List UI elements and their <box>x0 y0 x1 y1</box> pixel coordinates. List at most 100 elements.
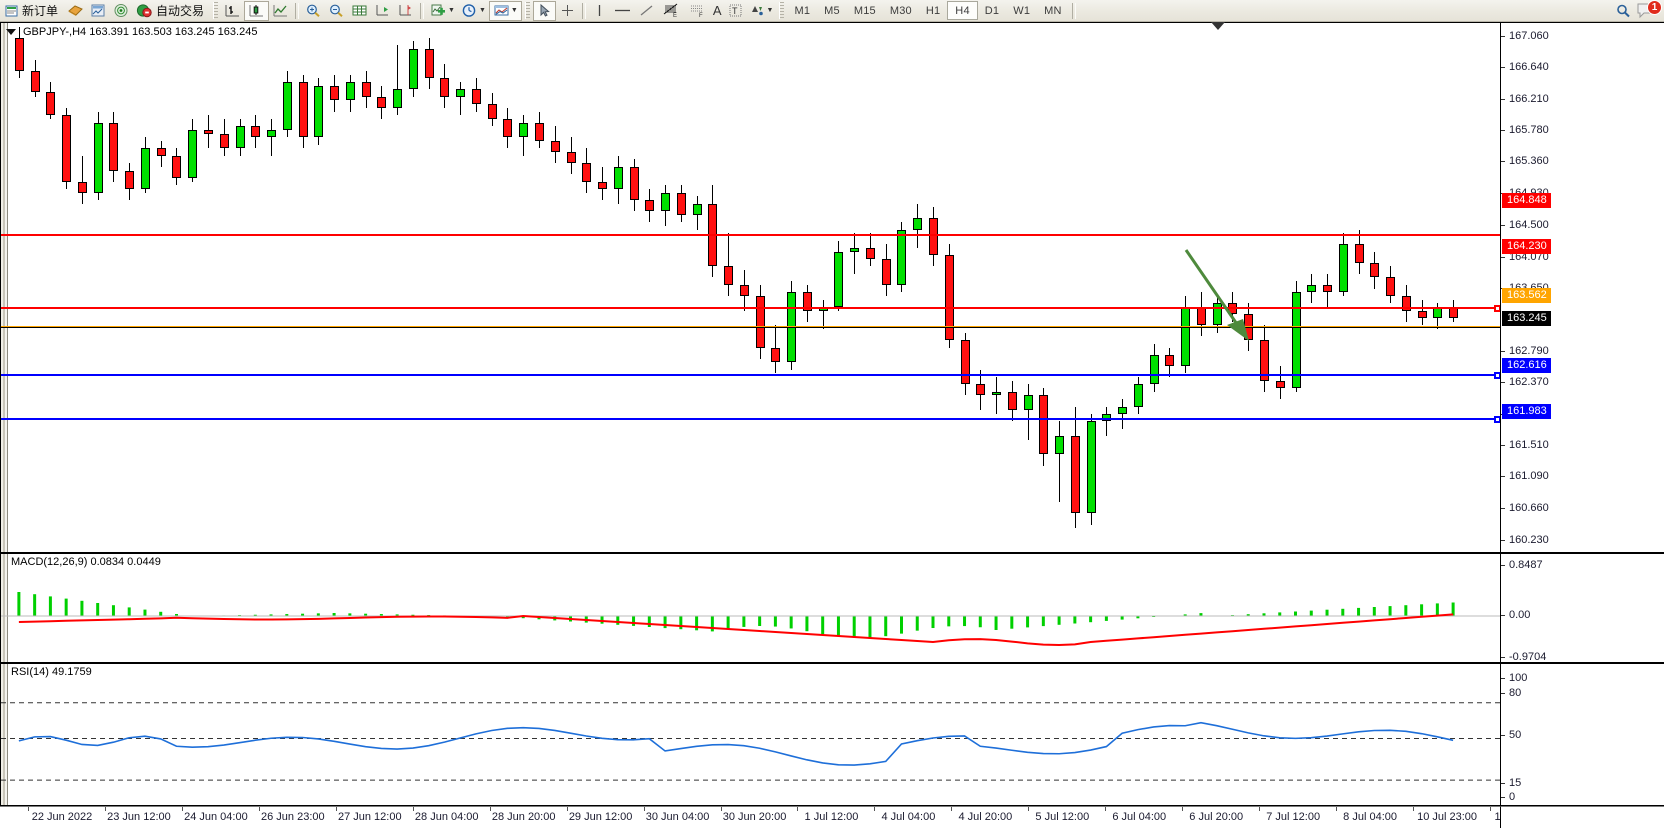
trendline-icon <box>640 5 653 16</box>
new-order-button[interactable]: 新订单 <box>2 1 64 21</box>
price-level-tag[interactable]: 163.562 <box>1502 287 1551 303</box>
timeframe-h1[interactable]: H1 <box>925 4 941 17</box>
price-pane[interactable]: GBPJPY-,H4 163.391 163.503 163.245 163.2… <box>0 22 1664 553</box>
candlestick-chart-button[interactable] <box>244 0 270 21</box>
fibonacci-fan-tool-button[interactable]: F <box>684 1 710 21</box>
timeframe-m5[interactable]: M5 <box>824 4 840 17</box>
chart-scroll-handle[interactable] <box>1 23 8 552</box>
add-indicator-button[interactable]: ▼ <box>427 1 458 21</box>
candle-body <box>46 91 55 116</box>
zoom-in-button[interactable] <box>302 1 325 21</box>
time-axis[interactable]: 22 Jun 2022 23 Jun 12:00 24 Jun 04:00 26 Ju… <box>0 806 1664 828</box>
zoom-out-button[interactable] <box>325 1 348 21</box>
toolbar-grip-2[interactable] <box>524 2 530 19</box>
navigator-button[interactable] <box>110 1 133 21</box>
chevron-down-icon-2[interactable]: ▼ <box>478 7 486 14</box>
time-label: 1 Jul 12:00 <box>804 811 859 823</box>
price-level-tag[interactable]: 164.230 <box>1502 238 1551 254</box>
timeframe-w1[interactable]: W1 <box>1013 4 1031 17</box>
time-label: 26 Jun 23:00 <box>261 811 325 823</box>
cursor-tool-button[interactable] <box>532 0 556 21</box>
time-label: 6 Jul 20:00 <box>1189 811 1244 823</box>
timeframe-m15[interactable]: M15 <box>853 4 876 17</box>
chart-shift-button[interactable] <box>394 1 417 21</box>
notifications-button[interactable]: 1 <box>1636 0 1662 21</box>
crosshair-icon <box>561 5 573 16</box>
macd-scroll-handle[interactable] <box>1 554 8 662</box>
timeframe-m30[interactable]: M30 <box>889 4 912 17</box>
time-tick <box>335 807 337 811</box>
current-price-tag[interactable]: 163.245 <box>1502 311 1551 327</box>
candle-wick <box>460 82 461 116</box>
shapes-icon <box>751 6 763 16</box>
grid-toggle-button[interactable] <box>348 1 371 21</box>
horizontal-line-tool-button[interactable] <box>610 1 635 21</box>
text-tool-button[interactable]: A <box>710 1 725 21</box>
auto-scroll-button[interactable] <box>371 1 394 21</box>
data-window-button[interactable] <box>87 1 110 21</box>
zoom-in-icon <box>307 4 320 17</box>
bar-chart-button[interactable] <box>221 1 244 21</box>
candle-body <box>1055 436 1064 455</box>
expert-advisor-button[interactable] <box>64 1 87 21</box>
arrows-tool-button[interactable]: ▼ <box>746 1 777 21</box>
candle-body <box>1024 395 1033 411</box>
chart-container[interactable]: GBPJPY-,H4 163.391 163.503 163.245 163.2… <box>0 22 1664 828</box>
toolbar-grip-3[interactable] <box>779 2 785 19</box>
chart-dropdown-icon[interactable] <box>6 29 16 35</box>
navigator-icon <box>114 4 128 17</box>
fibonacci-tool-button[interactable]: E <box>658 1 684 21</box>
price-level-tag[interactable]: 162.616 <box>1502 357 1551 373</box>
macd-label: MACD(12,26,9) 0.0834 0.0449 <box>11 556 161 568</box>
rsi-pane[interactable]: RSI(14) 49.1759 100 80 50 15 0 <box>0 663 1664 806</box>
text-label-tool-button[interactable]: T <box>725 1 746 21</box>
line-chart-button[interactable] <box>269 1 292 21</box>
time-label: 6 Jul 04:00 <box>1112 811 1167 823</box>
trendline-tool-button[interactable] <box>635 1 658 21</box>
timeframe-h4[interactable]: H4 <box>947 1 978 20</box>
toolbar-grip[interactable] <box>213 2 219 19</box>
period-clock-button[interactable]: ▼ <box>458 1 489 21</box>
chevron-down-icon[interactable]: ▼ <box>448 7 455 14</box>
candle-wick <box>1059 421 1060 503</box>
candle-body <box>961 340 970 385</box>
candle-body <box>1370 262 1379 278</box>
time-tick <box>643 807 645 811</box>
resistance-line-164848[interactable] <box>1 234 1501 236</box>
candle-wick <box>854 233 855 274</box>
timeframe-m1[interactable]: M1 <box>794 4 811 17</box>
vertical-line-tool-button[interactable] <box>589 1 610 21</box>
candle-body <box>929 218 938 256</box>
macd-pane[interactable]: MACD(12,26,9) 0.0834 0.0449 0.8487 0.00 … <box>0 553 1664 663</box>
chevron-down-icon-4[interactable]: ▼ <box>766 7 774 14</box>
text-box-icon: T <box>729 4 742 17</box>
time-tick <box>104 807 106 811</box>
price-axis[interactable]: 167.060166.640166.210165.780165.360164.9… <box>1500 23 1664 552</box>
search-button[interactable] <box>1612 1 1636 21</box>
candle-body <box>62 115 71 182</box>
price-level-tag[interactable]: 161.983 <box>1502 404 1551 420</box>
rsi-scroll-handle[interactable] <box>1 664 8 805</box>
time-label: 30 Jun 20:00 <box>722 811 787 823</box>
candle-wick <box>823 299 824 330</box>
timeframe-mn[interactable]: MN <box>1044 4 1062 17</box>
crosshair-tool-button[interactable] <box>556 1 579 21</box>
toolbar-separator <box>295 2 300 19</box>
candle-body <box>897 229 906 285</box>
time-label: 24 Jun 04:00 <box>184 811 248 823</box>
price-level-tag[interactable]: 164.848 <box>1502 193 1551 209</box>
candle-body <box>157 148 166 156</box>
support-line-161983[interactable] <box>1 416 1501 423</box>
candle-body <box>1276 380 1285 389</box>
support-line-162616[interactable] <box>1 372 1501 379</box>
resistance-line-164230[interactable] <box>1 305 1501 312</box>
timeframe-d1[interactable]: D1 <box>984 4 1000 17</box>
rsi-axis: 100 80 50 15 0 <box>1500 664 1664 805</box>
autotrade-button[interactable]: 自动交易 <box>133 1 210 21</box>
chevron-down-icon-3[interactable]: ▼ <box>510 7 518 14</box>
time-tick <box>566 807 568 811</box>
vertical-line-icon <box>598 5 600 16</box>
candle-body <box>976 384 985 396</box>
templates-button[interactable]: ▼ <box>488 0 522 21</box>
